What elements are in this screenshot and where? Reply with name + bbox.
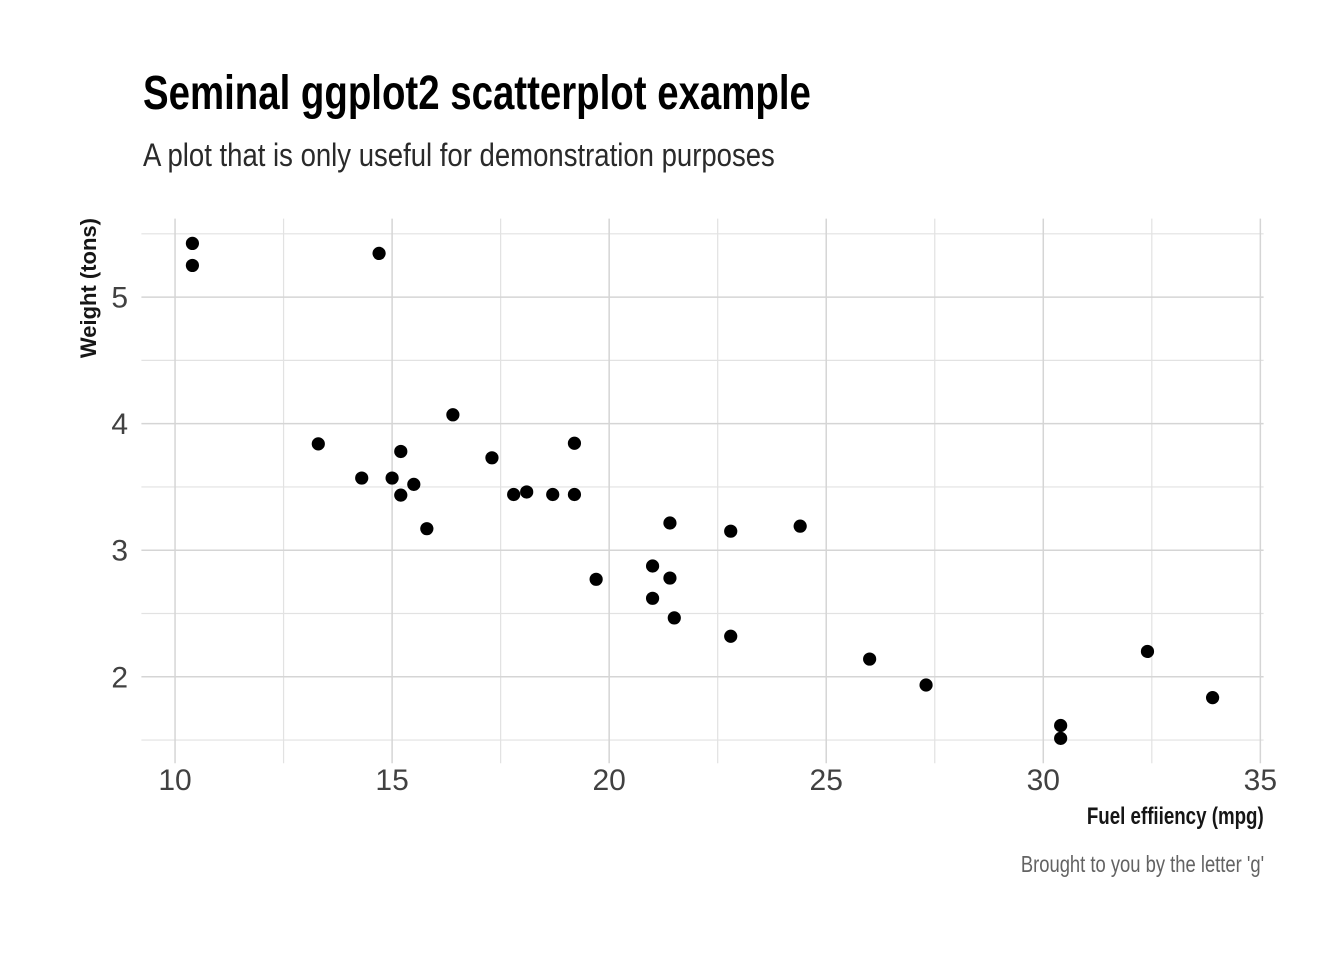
x-tick-label: 35 — [1244, 764, 1277, 797]
data-point — [663, 571, 677, 585]
data-point — [1054, 718, 1068, 733]
data-point — [1205, 691, 1220, 705]
data-point — [311, 437, 325, 451]
data-point — [407, 477, 421, 491]
data-point — [567, 487, 582, 502]
data-point — [420, 522, 434, 536]
data-point — [793, 519, 807, 533]
data-point — [724, 629, 738, 643]
data-point — [667, 611, 681, 625]
data-point — [589, 572, 603, 586]
data-point — [385, 471, 399, 485]
data-point — [1054, 731, 1068, 745]
data-point — [546, 487, 560, 502]
data-point — [394, 488, 408, 502]
data-point — [919, 678, 933, 692]
data-point — [645, 591, 660, 605]
data-point — [663, 516, 677, 530]
data-point — [185, 258, 200, 273]
data-point — [520, 485, 534, 499]
y-tick-label: 4 — [111, 408, 128, 441]
x-tick-label: 15 — [375, 764, 408, 797]
x-tick-label: 10 — [158, 764, 191, 797]
x-tick-label: 30 — [1027, 764, 1060, 797]
data-point — [567, 436, 582, 450]
y-tick-label: 5 — [111, 282, 128, 315]
data-point — [185, 236, 200, 251]
x-axis-title: Fuel effiiency (mpg) — [1087, 803, 1264, 830]
data-point — [372, 246, 386, 261]
chart-subtitle: A plot that is only useful for demonstra… — [143, 137, 775, 173]
y-tick-label: 3 — [111, 535, 128, 568]
chart-title: Seminal ggplot2 scatterplot example — [143, 67, 811, 120]
data-point — [1140, 644, 1155, 659]
data-point — [394, 444, 408, 459]
y-tick-label: 2 — [111, 661, 128, 694]
data-point — [863, 652, 877, 666]
data-point — [485, 451, 499, 465]
data-point — [446, 408, 460, 422]
chart-caption: Brought to you by the letter 'g' — [1020, 851, 1264, 877]
x-tick-label: 25 — [810, 764, 843, 797]
data-point — [645, 559, 660, 573]
data-point — [724, 524, 738, 538]
data-point — [355, 471, 369, 485]
data-point — [507, 487, 521, 502]
x-tick-label: 20 — [592, 764, 625, 797]
